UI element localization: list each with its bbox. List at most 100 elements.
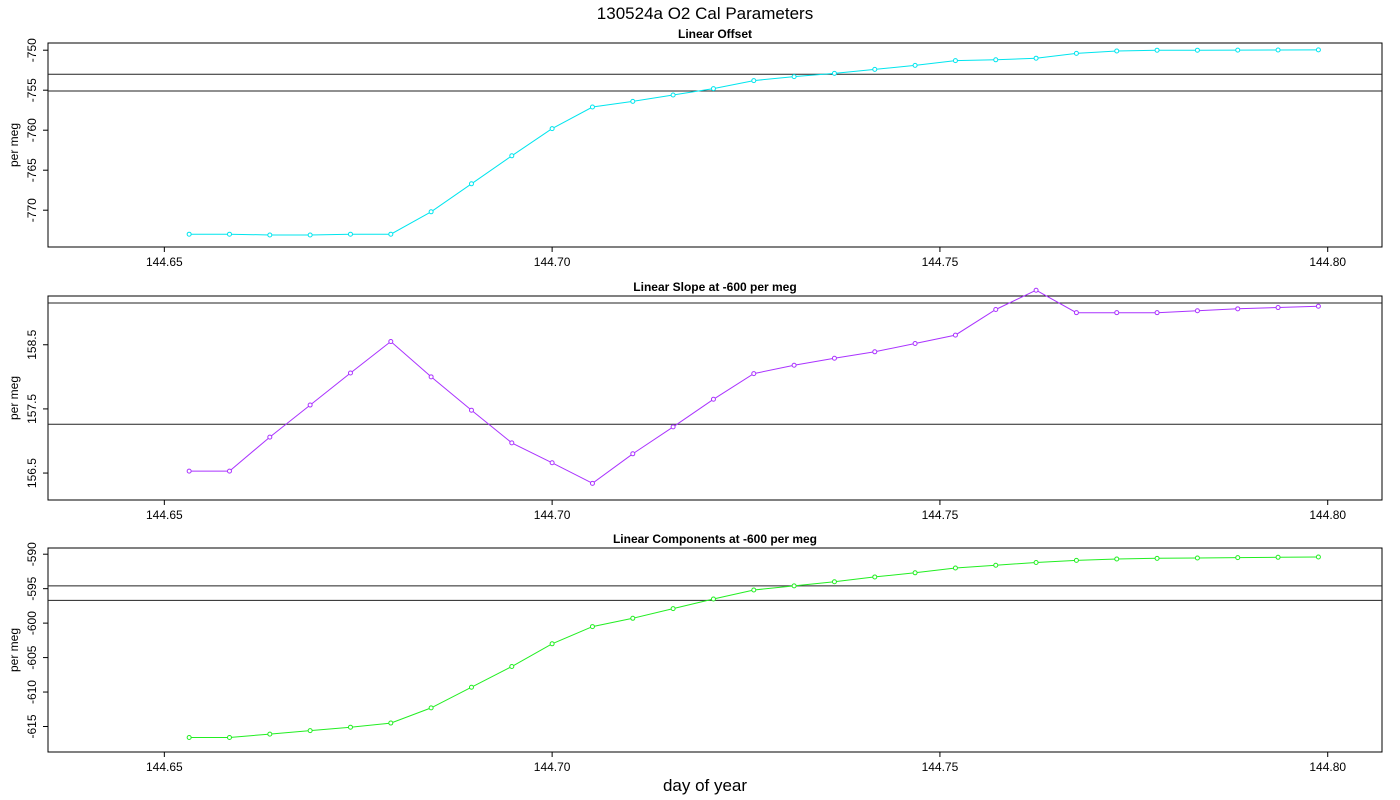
data-point bbox=[1114, 556, 1120, 562]
y-tick-label: -610 bbox=[25, 680, 39, 704]
data-point bbox=[186, 468, 192, 474]
data-point bbox=[267, 731, 273, 737]
panel-1: Linear Offset per meg 144.65 144.70 144.75 14… bbox=[7, 27, 1383, 269]
data-point bbox=[831, 70, 837, 76]
data-point bbox=[1315, 47, 1321, 53]
data-point bbox=[912, 570, 918, 576]
x-tick-label: 144.70 bbox=[534, 760, 571, 774]
y-tick-label: -615 bbox=[25, 714, 39, 738]
data-point bbox=[872, 66, 878, 72]
data-point bbox=[267, 434, 273, 440]
series-line bbox=[189, 556, 1319, 738]
data-point bbox=[831, 355, 837, 361]
data-point bbox=[751, 587, 757, 593]
data-point bbox=[791, 74, 797, 80]
data-point bbox=[428, 209, 434, 215]
data-point bbox=[952, 58, 958, 64]
data-point bbox=[549, 641, 555, 647]
data-point bbox=[791, 362, 797, 368]
plot-frame bbox=[47, 42, 1383, 248]
data-point bbox=[1033, 55, 1039, 61]
data-point bbox=[589, 624, 595, 630]
data-point bbox=[831, 579, 837, 585]
y-tick-label: -590 bbox=[25, 542, 39, 566]
data-point bbox=[307, 402, 313, 408]
x-tick-label: 144.75 bbox=[922, 255, 959, 269]
chart-panels: Linear Offset per meg 144.65 144.70 144.75 14… bbox=[7, 27, 1383, 774]
plot-frame bbox=[47, 547, 1383, 753]
y-axis-label: per meg bbox=[7, 123, 21, 167]
data-point bbox=[509, 153, 515, 159]
data-point bbox=[1235, 306, 1241, 312]
x-tick-label: 144.70 bbox=[534, 255, 571, 269]
data-point bbox=[710, 596, 716, 602]
data-point bbox=[307, 232, 313, 238]
data-point bbox=[307, 728, 313, 734]
data-point bbox=[1154, 310, 1160, 316]
panel-title: Linear Components at -600 per meg bbox=[613, 532, 817, 546]
data-point bbox=[347, 370, 353, 376]
data-point bbox=[468, 181, 474, 187]
data-point bbox=[347, 231, 353, 237]
data-point bbox=[791, 583, 797, 589]
data-point bbox=[347, 724, 353, 730]
x-tick-label: 144.75 bbox=[922, 508, 959, 522]
x-tick-label: 144.75 bbox=[922, 760, 959, 774]
data-point bbox=[630, 451, 636, 457]
data-point bbox=[226, 735, 232, 741]
data-point bbox=[1194, 308, 1200, 314]
data-point bbox=[1315, 303, 1321, 309]
data-point bbox=[993, 562, 999, 568]
y-tick-label: -600 bbox=[25, 611, 39, 635]
data-point bbox=[1275, 305, 1281, 311]
data-point bbox=[388, 231, 394, 237]
data-point bbox=[670, 424, 676, 430]
data-point bbox=[468, 684, 474, 690]
y-tick-label: 158.5 bbox=[25, 329, 39, 359]
data-point bbox=[468, 407, 474, 413]
x-tick-label: 144.65 bbox=[146, 255, 183, 269]
data-point bbox=[630, 615, 636, 621]
y-tick-label: -760 bbox=[25, 118, 39, 142]
y-tick-label: 157.5 bbox=[25, 394, 39, 424]
data-point bbox=[751, 371, 757, 377]
data-point bbox=[549, 460, 555, 466]
data-point bbox=[267, 232, 273, 238]
data-point bbox=[1073, 557, 1079, 563]
data-point bbox=[186, 231, 192, 237]
panel-3: Linear Components at -600 per meg per meg… bbox=[7, 532, 1383, 774]
data-point bbox=[952, 565, 958, 571]
x-tick-label: 144.65 bbox=[146, 508, 183, 522]
x-tick-label: 144.80 bbox=[1309, 760, 1346, 774]
data-point bbox=[1275, 554, 1281, 560]
data-point bbox=[1073, 310, 1079, 316]
data-point bbox=[912, 62, 918, 68]
panel-title: Linear Offset bbox=[678, 27, 752, 41]
y-tick-label: -595 bbox=[25, 576, 39, 600]
series-line bbox=[189, 289, 1319, 484]
y-tick-label: -750 bbox=[25, 38, 39, 62]
chart-title: 130524a O2 Cal Parameters bbox=[597, 4, 813, 23]
data-point bbox=[1154, 47, 1160, 53]
plot-frame bbox=[47, 295, 1383, 501]
data-point bbox=[993, 57, 999, 63]
data-point bbox=[509, 440, 515, 446]
y-axis-label: per meg bbox=[7, 628, 21, 672]
data-point bbox=[1154, 555, 1160, 561]
data-point bbox=[630, 98, 636, 104]
data-point bbox=[872, 574, 878, 580]
x-tick-label: 144.65 bbox=[146, 760, 183, 774]
y-tick-label: -770 bbox=[25, 198, 39, 222]
data-point bbox=[710, 396, 716, 402]
data-point bbox=[710, 86, 716, 92]
data-point bbox=[428, 374, 434, 380]
data-point bbox=[670, 606, 676, 612]
data-point bbox=[388, 720, 394, 726]
data-point bbox=[186, 735, 192, 741]
x-tick-label: 144.70 bbox=[534, 508, 571, 522]
y-tick-label: -605 bbox=[25, 645, 39, 669]
panel-2: Linear Slope at -600 per meg per meg 144.6… bbox=[7, 280, 1383, 522]
data-point bbox=[872, 349, 878, 355]
data-point bbox=[1033, 287, 1039, 293]
data-point bbox=[589, 480, 595, 486]
